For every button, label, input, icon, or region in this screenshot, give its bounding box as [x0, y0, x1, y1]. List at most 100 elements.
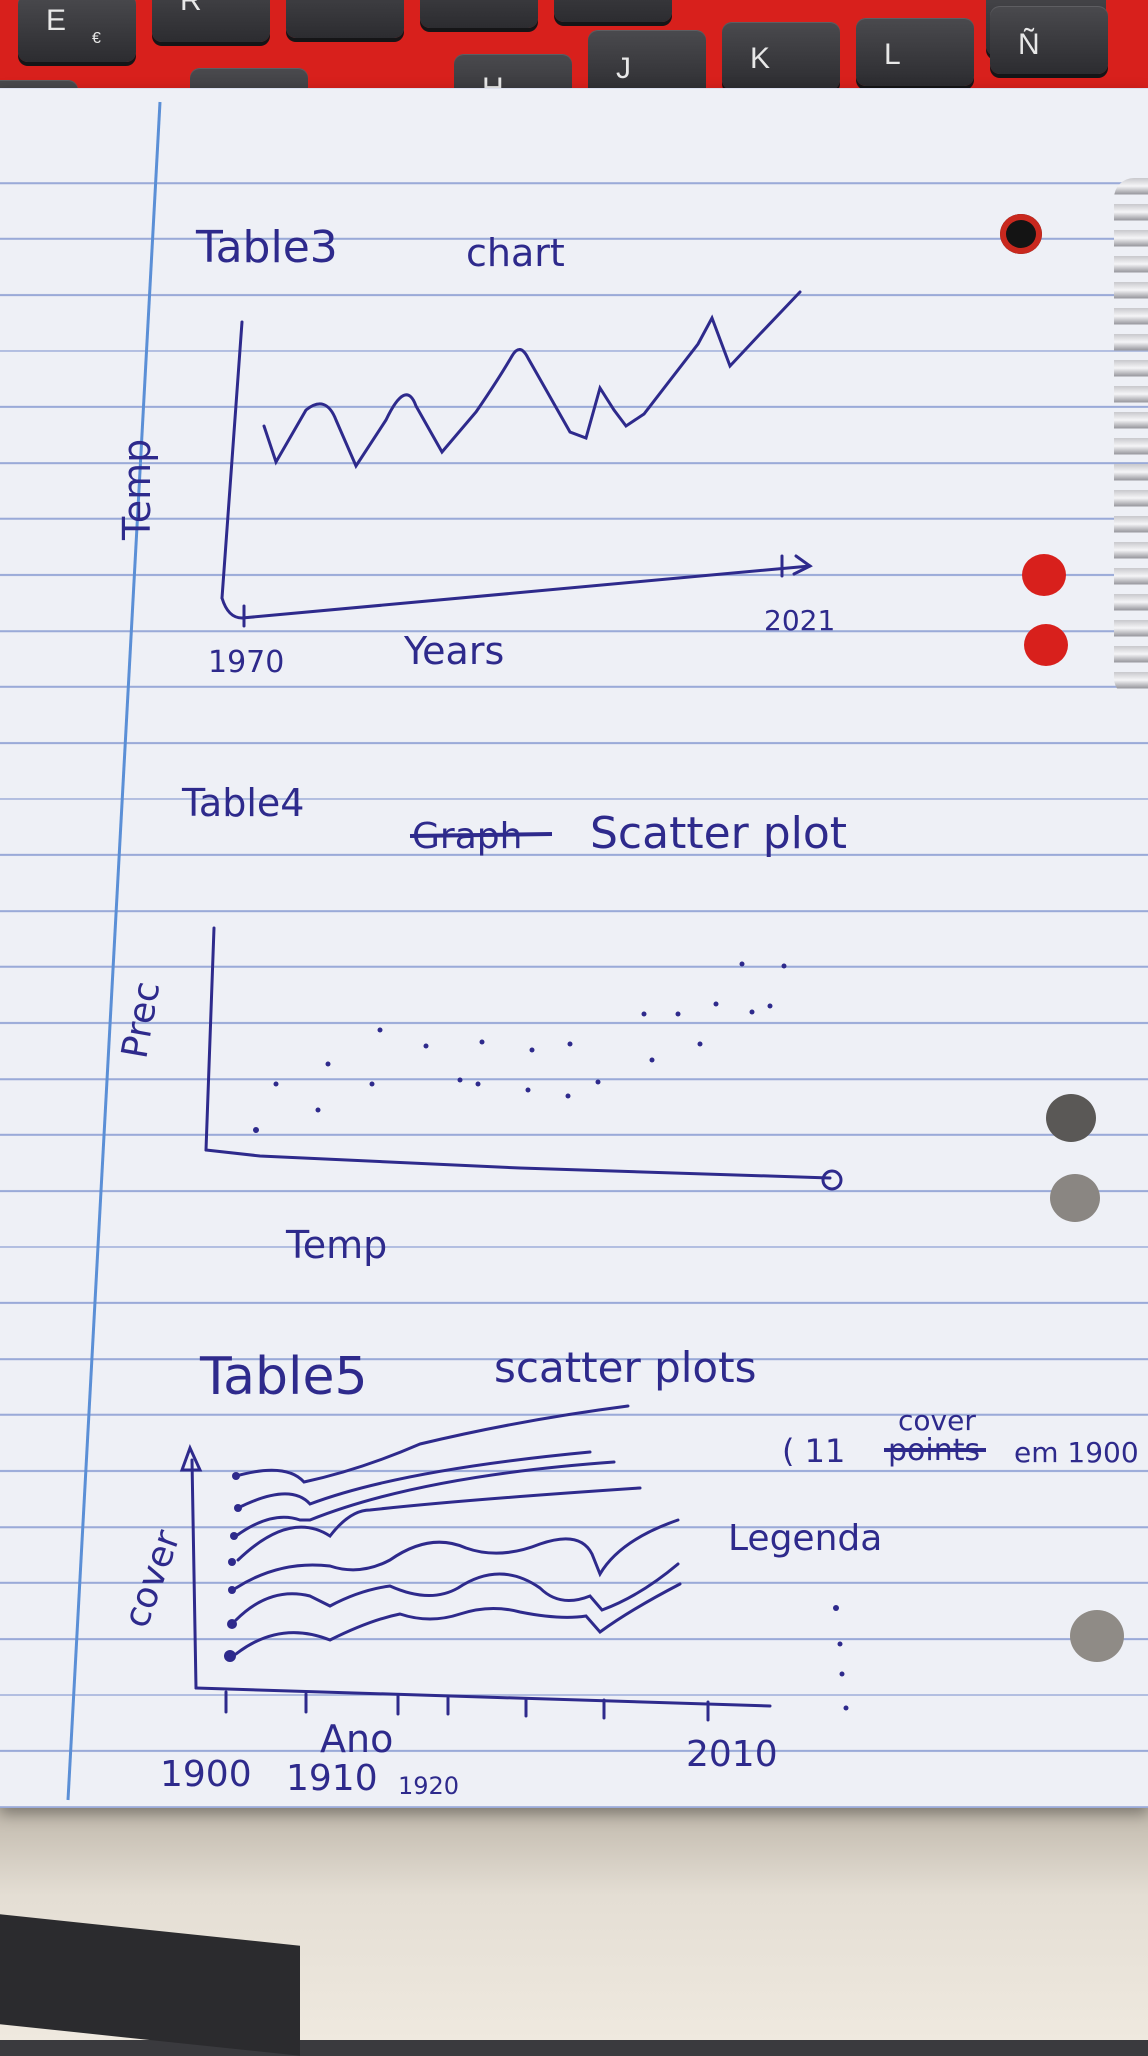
key-label: E: [46, 4, 67, 37]
table4-y-axis: [204, 926, 216, 1152]
scatter-point: [649, 1057, 655, 1063]
table5-series-line: [234, 1404, 630, 1484]
scatter-point: [315, 1107, 321, 1113]
scatter-point: [377, 1027, 383, 1033]
scatter-point: [739, 961, 745, 967]
scatter-point: [567, 1041, 573, 1047]
table5-title: scatter plots: [494, 1343, 756, 1392]
legend-marker: [839, 1671, 845, 1677]
punch-hole: [1000, 214, 1042, 254]
scatter-point: [369, 1081, 375, 1087]
key-n-tilde: Ñ: [990, 6, 1108, 74]
table3-x-end: 2021: [764, 604, 835, 637]
key-u: [554, 0, 672, 22]
legend-marker: [843, 1705, 849, 1711]
table5-series-line: [234, 1562, 680, 1622]
scatter-point: [675, 1011, 681, 1017]
scatter-point: [423, 1043, 429, 1049]
table5-note-prefix: ( 11: [782, 1432, 845, 1470]
table5-note-insert: cover: [898, 1404, 976, 1437]
table4-x-axis: [204, 1148, 832, 1180]
scatter-point: [641, 1011, 647, 1017]
table5-tick-label: 1900: [160, 1754, 252, 1795]
key-label: K: [750, 42, 771, 75]
table3-series-line: [262, 290, 802, 470]
table5-tick-label: 1910: [286, 1758, 378, 1799]
punch-hole: [1070, 1610, 1124, 1662]
table5-x-label: Ano: [320, 1717, 393, 1761]
strike-through-mark: [409, 832, 553, 838]
series-start-point: [228, 1558, 236, 1566]
table4-title: Scatter plot: [590, 808, 847, 859]
scatter-point: [457, 1077, 463, 1083]
table3-x-start: 1970: [208, 645, 284, 680]
scatter-point: [595, 1079, 601, 1085]
key-r: R: [152, 0, 270, 42]
spiral-binding: [1114, 178, 1148, 698]
key-sublabel: €: [92, 30, 101, 47]
table3-axis-arrow: [792, 554, 813, 576]
table5-series-line: [234, 1582, 682, 1656]
scatter-point: [325, 1061, 331, 1067]
table5-note-suffix: em 1900: [1014, 1436, 1139, 1469]
key-label: R: [180, 0, 202, 17]
scatter-point: [525, 1087, 531, 1093]
scatter-point: [697, 1041, 703, 1047]
legend-marker: [833, 1605, 839, 1611]
key-label: L: [884, 38, 901, 71]
table5-tick-label: 2010: [686, 1734, 778, 1775]
scatter-point: [529, 1047, 535, 1053]
scatter-point: [475, 1081, 481, 1087]
scatter-point: [767, 1003, 773, 1009]
table5-legend-markers: [833, 1605, 849, 1711]
table3-title: chart: [466, 231, 565, 275]
table4-points: [253, 961, 787, 1133]
table5-axis-arrow: [179, 1444, 203, 1472]
scatter-point: [565, 1093, 571, 1099]
series-start-point: [232, 1472, 240, 1480]
table5-legend-label: Legenda: [728, 1518, 882, 1559]
notebook-page: [0, 88, 1148, 1808]
table3-x-label: Years: [403, 629, 504, 673]
key-y: [420, 0, 538, 28]
scatter-point: [253, 1127, 259, 1133]
key-label: Ñ: [1018, 28, 1040, 61]
key-l: L: [856, 18, 974, 86]
series-start-point: [224, 1650, 236, 1662]
table3-x-axis: [220, 564, 812, 620]
table5-tick-label: 1920: [398, 1772, 459, 1800]
key-t: [286, 0, 404, 38]
key-k: K: [722, 22, 840, 90]
key-j: J: [588, 30, 706, 98]
table5-y-axis: [190, 1458, 198, 1690]
table4-y-label: Prec: [114, 979, 168, 1062]
table4-axis-end-mark: [821, 1169, 843, 1191]
table3-y-label: Temp: [115, 439, 159, 541]
key-label: J: [616, 52, 631, 85]
scatter-point: [781, 963, 787, 969]
table5-label: Table5: [199, 1347, 368, 1407]
scatter-point: [273, 1081, 279, 1087]
table4-x-label: Temp: [285, 1223, 387, 1267]
table5-series-line: [236, 1450, 592, 1510]
scatter-point: [713, 1001, 719, 1007]
legend-marker: [837, 1641, 843, 1647]
margin-line: [66, 101, 162, 1801]
table5-series-line: [234, 1460, 616, 1538]
scatter-point: [479, 1039, 485, 1045]
series-start-point: [227, 1619, 237, 1629]
table3-label: Table3: [195, 222, 338, 273]
table4-label: Table4: [181, 781, 304, 825]
table5-x-axis: [194, 1686, 772, 1708]
punch-hole: [1022, 554, 1066, 596]
scatter-point: [749, 1009, 755, 1015]
punch-hole: [1024, 624, 1068, 666]
table5-start-points: [224, 1472, 242, 1662]
table5-y-label: cover: [116, 1525, 189, 1633]
series-start-point: [228, 1586, 236, 1594]
series-start-point: [234, 1504, 242, 1512]
table3-y-axis: [220, 320, 244, 600]
series-start-point: [230, 1532, 238, 1540]
table5-series-line: [236, 1486, 642, 1562]
